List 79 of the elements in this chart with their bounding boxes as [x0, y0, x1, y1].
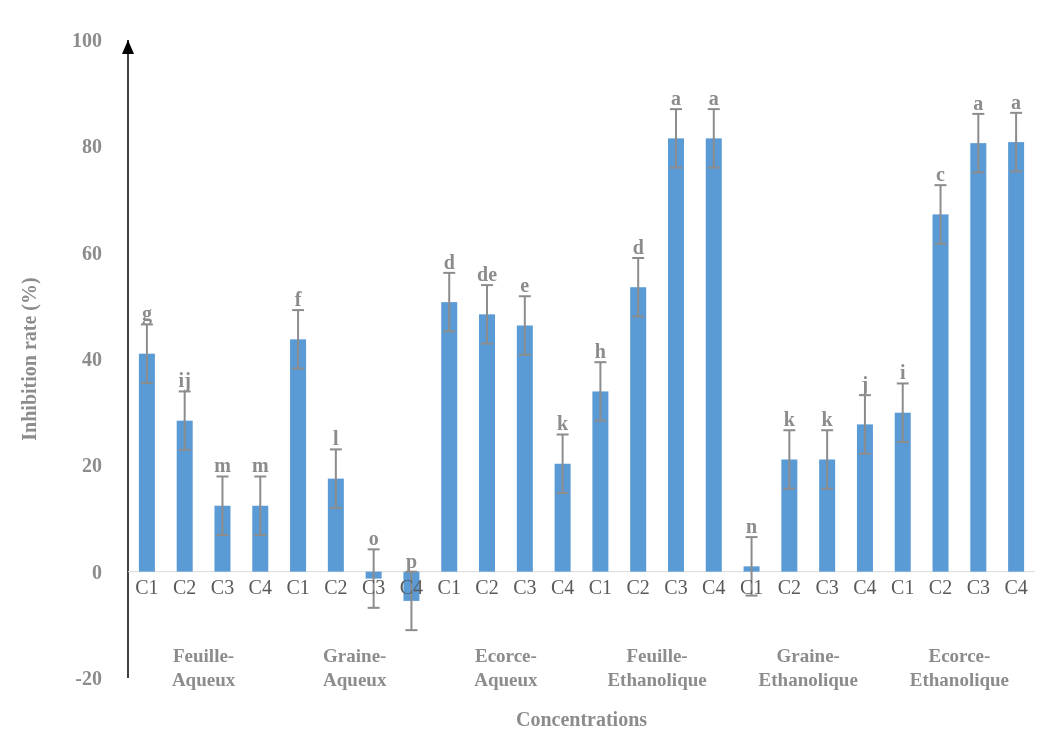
bar	[592, 391, 609, 572]
annotation: Ecorce-Aqueux	[474, 645, 539, 690]
bar	[554, 463, 571, 572]
bar	[705, 138, 722, 572]
bar	[479, 314, 496, 572]
bar	[290, 339, 307, 572]
x-tick-label: C2	[928, 575, 953, 598]
annotation: Ecorce-Ethanolique	[909, 645, 1010, 690]
data-label: a	[1011, 90, 1022, 113]
data-label: l	[333, 427, 340, 450]
data-label: m	[251, 454, 269, 477]
x-tick-label: C1	[286, 575, 310, 598]
x-tick-label: C4	[853, 575, 877, 598]
x-tick-label: C3	[815, 575, 839, 598]
data-label: k	[821, 408, 834, 431]
data-label: ij	[178, 369, 191, 393]
bar	[894, 412, 911, 572]
x-tick-label: C4	[702, 575, 726, 598]
data-label: k	[557, 412, 570, 435]
y-tick-label: 40	[82, 348, 102, 370]
x-tick-label: C2	[626, 575, 650, 598]
bar	[327, 478, 344, 572]
annotation: Feuille-Ethanolique	[607, 645, 707, 690]
x-tick-label: C4	[1004, 575, 1028, 598]
bar	[932, 214, 949, 572]
bar	[138, 353, 155, 572]
data-label: m	[214, 454, 232, 477]
bar	[1008, 142, 1025, 572]
data-label: a	[670, 87, 681, 110]
data-label: de	[477, 263, 498, 286]
x-tick-label: C1	[437, 575, 461, 598]
x-tick-label: C2	[173, 575, 197, 598]
x-tick-label: C3	[210, 575, 235, 598]
data-label: a	[708, 87, 719, 110]
data-label: f	[294, 288, 302, 311]
data-label: i	[899, 361, 906, 384]
x-tick-label: C1	[891, 575, 915, 598]
data-label: d	[443, 250, 455, 273]
data-label: h	[594, 340, 606, 363]
data-label: p	[405, 549, 417, 573]
x-tick-label: C2	[324, 575, 348, 598]
bar	[441, 302, 458, 572]
data-label: e	[520, 274, 530, 297]
bar	[667, 138, 684, 572]
data-label: a	[973, 91, 984, 114]
y-tick-label: 80	[82, 135, 102, 158]
annotation: Feuille-Aqueux	[171, 645, 236, 690]
x-tick-label: C2	[475, 575, 499, 598]
data-label: d	[632, 235, 644, 258]
y-axis-title: Inhibition rate (%)	[18, 277, 41, 441]
x-tick-label: C4	[248, 575, 272, 598]
bar	[819, 459, 836, 572]
bar	[856, 424, 873, 572]
data-label: o	[368, 527, 379, 550]
y-tick-label: 60	[82, 241, 102, 264]
annotation: Graine-Ethanolique	[758, 645, 858, 690]
y-tick-label: 0	[92, 560, 102, 583]
x-axis-title: Concentrations	[515, 708, 648, 730]
bar	[781, 459, 798, 572]
x-tick-label: C3	[966, 575, 990, 598]
bar	[516, 325, 533, 572]
x-tick-label: C2	[777, 575, 802, 598]
x-tick-label: C3	[513, 575, 537, 598]
annotation: Graine-Aqueux	[323, 645, 387, 690]
y-tick-label: 20	[82, 454, 102, 477]
data-label: n	[746, 515, 758, 538]
y-tick-label: -20	[75, 667, 102, 689]
x-tick-label: C1	[588, 575, 613, 598]
data-label: k	[783, 408, 796, 431]
bar	[176, 420, 193, 572]
bar	[214, 505, 231, 572]
x-tick-label: C3	[664, 575, 688, 598]
x-tick-label: C4	[550, 575, 575, 598]
bar	[252, 505, 269, 572]
bar	[970, 143, 987, 572]
x-tick-label: C1	[135, 575, 159, 598]
data-label: c	[936, 163, 946, 186]
y-tick-label: 100	[72, 29, 102, 51]
bar	[630, 287, 647, 572]
